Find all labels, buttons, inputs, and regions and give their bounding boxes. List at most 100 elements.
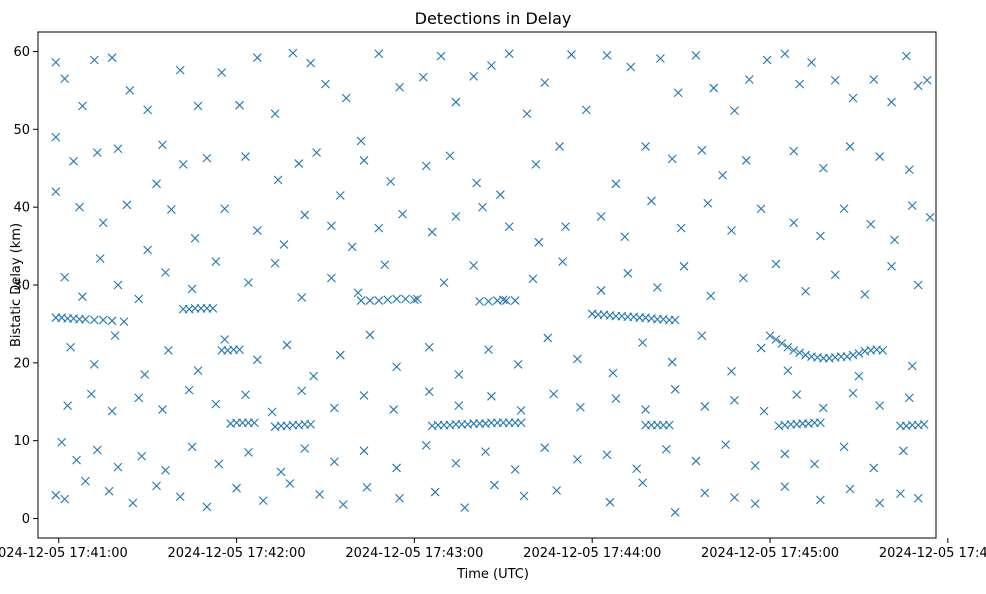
data-point <box>543 333 553 343</box>
data-point <box>596 286 606 295</box>
data-point <box>374 296 384 305</box>
data-point <box>899 446 908 456</box>
data-point <box>356 136 366 146</box>
data-point <box>481 447 490 456</box>
data-point <box>451 97 461 107</box>
data-point <box>454 370 464 379</box>
data-point <box>386 177 396 186</box>
data-point <box>845 142 855 151</box>
data-point <box>60 272 70 282</box>
data-point <box>312 148 321 158</box>
data-point <box>700 402 710 411</box>
data-point <box>667 154 677 164</box>
data-point <box>335 350 345 360</box>
data-point <box>98 315 108 325</box>
points-layer <box>51 48 935 517</box>
data-point <box>664 420 674 430</box>
data-point <box>904 165 914 175</box>
data-point <box>158 405 167 414</box>
data-point <box>887 261 896 271</box>
data-point <box>795 79 805 89</box>
data-point <box>495 190 505 200</box>
data-point <box>276 467 286 477</box>
data-point <box>72 455 81 465</box>
data-point <box>69 156 78 166</box>
data-point <box>504 49 514 59</box>
data-point <box>309 371 319 381</box>
data-point <box>60 74 70 84</box>
data-point <box>848 388 858 398</box>
data-point <box>638 338 647 347</box>
data-point <box>241 152 250 161</box>
y-tick-label: 30 <box>13 279 30 294</box>
data-point <box>673 88 683 98</box>
data-point <box>294 159 304 168</box>
data-point <box>398 209 407 219</box>
data-point <box>258 496 268 506</box>
data-point <box>842 352 852 362</box>
data-point <box>232 483 241 493</box>
x-axis-label: Time (UTC) <box>456 567 529 582</box>
data-point <box>327 273 336 283</box>
data-point <box>51 490 61 500</box>
data-point <box>92 148 102 158</box>
data-point <box>771 335 781 344</box>
data-point <box>270 258 280 268</box>
data-point <box>608 368 618 378</box>
data-point <box>235 100 244 110</box>
x-tick-label: 2024-12-05 17:46:00 <box>879 546 986 561</box>
data-point <box>549 389 559 399</box>
data-point <box>475 296 484 306</box>
data-point <box>721 440 730 449</box>
data-point <box>756 204 766 214</box>
data-point <box>869 463 879 473</box>
data-point <box>113 462 123 472</box>
data-point <box>235 345 244 355</box>
data-point <box>605 497 615 507</box>
data-point <box>789 346 799 355</box>
data-point <box>783 366 793 376</box>
data-point <box>140 370 150 379</box>
data-point <box>161 465 170 475</box>
y-axis: 0 10 20 30 40 50 60 <box>13 45 38 527</box>
data-point <box>445 151 455 161</box>
data-point <box>241 390 250 400</box>
data-point <box>143 245 153 255</box>
data-point <box>89 55 99 65</box>
data-point <box>801 350 810 360</box>
data-point <box>113 144 123 154</box>
data-point <box>315 490 324 499</box>
data-point <box>362 483 372 492</box>
data-point <box>510 296 520 305</box>
data-point <box>896 489 905 499</box>
y-tick-label: 20 <box>13 356 30 371</box>
data-point <box>792 390 802 400</box>
data-point <box>780 449 790 459</box>
data-point <box>401 294 410 304</box>
data-point <box>907 201 917 210</box>
data-point <box>220 335 230 344</box>
data-point <box>327 221 336 231</box>
data-point <box>676 223 686 233</box>
data-point <box>750 461 760 470</box>
data-point <box>392 294 401 304</box>
data-point <box>321 79 330 89</box>
data-point <box>341 93 351 103</box>
data-point <box>297 293 307 302</box>
data-point <box>395 82 404 92</box>
data-point <box>878 346 888 355</box>
data-point <box>252 355 262 365</box>
data-point <box>762 55 772 65</box>
data-point <box>202 502 212 512</box>
data-point <box>60 494 70 504</box>
data-point <box>81 314 90 324</box>
data-point <box>670 315 680 325</box>
data-point <box>208 303 218 313</box>
data-point <box>913 493 923 503</box>
data-point <box>451 458 461 468</box>
data-point <box>421 440 431 450</box>
data-point <box>620 232 630 242</box>
data-point <box>329 457 339 467</box>
data-point <box>602 50 612 60</box>
data-point <box>516 405 526 415</box>
